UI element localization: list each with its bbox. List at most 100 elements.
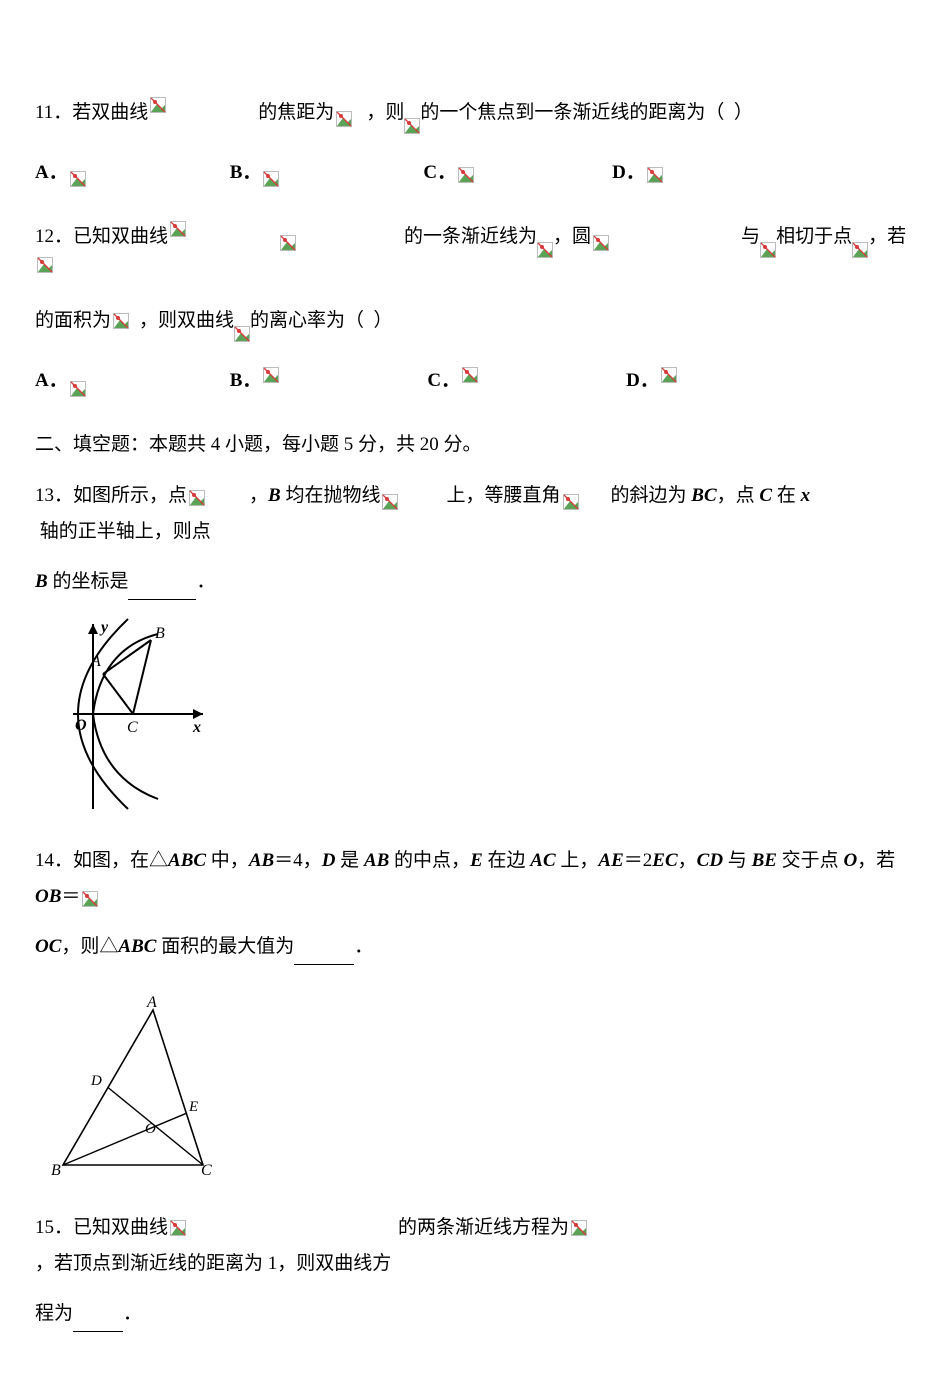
q15-asym-box — [569, 1218, 709, 1246]
q11-expr-box — [148, 95, 258, 131]
q14-line2a: ，则△ — [61, 929, 118, 965]
q11-options: A． B． C． D． — [35, 155, 915, 191]
q11-optB-label: B． — [230, 155, 262, 191]
q13-fig-y: y — [99, 619, 109, 636]
q13-x: x — [801, 478, 811, 514]
broken-image-icon — [571, 1220, 587, 1236]
q13-seg4: 的斜边为 — [611, 478, 692, 514]
q14-D: D — [322, 843, 336, 879]
q14-seg5: 在边 — [483, 843, 531, 879]
broken-image-icon — [37, 257, 53, 273]
broken-image-icon — [263, 367, 279, 383]
q14-AB: AB — [249, 843, 274, 879]
q15-seg2: ，若顶点到渐近线的距离为 1，则双曲线方 — [35, 1246, 391, 1282]
q13-seg1: ， — [249, 478, 268, 514]
q14-stem-line1: 14．如图，在△ ABC 中， AB ＝4， D 是 AB 的中点， E 在边 … — [35, 843, 915, 915]
q14-stem-line2: OC ，则△ ABC 面积的最大值为 ． — [35, 929, 915, 965]
q12-seg3: 与 — [741, 219, 760, 255]
q13-seg7: 轴的正半轴上，则点 — [35, 514, 211, 550]
broken-image-icon — [170, 1220, 186, 1236]
q14-ABC: ABC — [168, 843, 206, 879]
q13-seg6: 在 — [772, 478, 801, 514]
q11-stem-line: 11．若双曲线 的焦距为 ，则 的一个焦点到一条渐近线的距离为（ ） — [35, 95, 915, 131]
broken-image-icon — [661, 367, 677, 383]
section2-text: 二、填空题：本题共 4 小题，每小题 5 分，共 20 分。 — [35, 427, 482, 463]
q15-stem-line2: 程为 ． — [35, 1296, 915, 1332]
broken-image-icon — [189, 490, 205, 506]
q13-fig-O: O — [75, 717, 87, 734]
q11-pre: 11．若双曲线 — [35, 95, 148, 131]
q14-seg3: 是 — [335, 843, 364, 879]
q11-optA-label: A． — [35, 155, 68, 191]
q14-blank — [294, 964, 354, 965]
q14-sqrt-box — [80, 889, 106, 915]
broken-image-icon — [70, 171, 86, 187]
q13-seg3: 上，等腰直角 — [446, 478, 560, 514]
q14-period: ． — [354, 929, 373, 965]
q12-optC-box — [460, 365, 506, 399]
q12-seg2: ，圆 — [553, 219, 591, 255]
q12-line2c: 的离心率为（ ） — [250, 303, 393, 339]
broken-image-icon — [563, 494, 579, 510]
broken-image-icon — [760, 239, 776, 255]
q12-options: A． B． C． D． — [35, 363, 915, 399]
q13-fig-C: C — [127, 719, 138, 736]
q14-fig-B: B — [51, 1162, 61, 1179]
q14-seg6: 上， — [556, 843, 599, 879]
q11-mid1: 的焦距为 — [258, 95, 334, 131]
broken-image-icon — [382, 494, 398, 510]
broken-image-icon — [70, 381, 86, 397]
q12-cond-box — [278, 233, 404, 255]
q12-seg5: ，若 — [868, 219, 906, 255]
q12-line2b: ，则双曲线 — [139, 303, 234, 339]
q14-seg12: ＝ — [61, 879, 80, 915]
broken-image-icon — [593, 235, 609, 251]
q13-fig-A: A — [90, 653, 101, 670]
broken-image-icon — [113, 313, 129, 329]
q11-mid2: ，则 — [366, 95, 404, 131]
q12-optA-box — [68, 379, 90, 399]
q14-CD: CD — [697, 843, 723, 879]
broken-image-icon — [852, 239, 868, 255]
q11-optB-box — [261, 169, 283, 191]
q13-C: C — [759, 478, 772, 514]
q11-optA-box — [68, 169, 90, 191]
q12-optA-label: A． — [35, 363, 68, 399]
broken-image-icon — [647, 167, 663, 183]
q14-seg8: ， — [678, 843, 697, 879]
q13-stem-line2: B 的坐标是 ． — [35, 564, 915, 600]
q12-stem-line2: 的面积为 ，则双曲线 的离心率为（ ） — [35, 303, 915, 339]
q13-tri-box — [561, 492, 611, 514]
broken-image-icon — [82, 891, 98, 907]
q13-line2b: 的坐标是 — [48, 564, 129, 600]
q14-fig-D: D — [90, 1073, 102, 1089]
q14-line2b: 面积的最大值为 — [156, 929, 294, 965]
q12-tri-box — [35, 255, 57, 273]
q12-optD-label: D． — [626, 363, 659, 399]
q13-para-box — [380, 492, 446, 514]
q14-fig-C: C — [201, 1162, 212, 1179]
q12-seg4: 相切于点 — [776, 219, 852, 255]
q13-seg5: ，点 — [717, 478, 760, 514]
q13-blank — [128, 599, 196, 600]
broken-image-icon — [336, 111, 352, 127]
q13-B: B — [268, 478, 281, 514]
q11-optC-label: C． — [423, 155, 456, 191]
q11-optC-box — [456, 165, 482, 191]
q14-fig-O: O — [145, 1121, 156, 1137]
q14-seg7: ＝2 — [624, 843, 653, 879]
q12-line2a: 的面积为 — [35, 303, 111, 339]
q15-line2: 程为 — [35, 1296, 73, 1332]
broken-image-icon — [150, 97, 166, 113]
q11-optD-label: D． — [612, 155, 645, 191]
q15-blank — [73, 1331, 123, 1332]
q14-E: E — [470, 843, 483, 879]
q13-stem-line1: 13．如图所示，点 ， B 均在抛物线 上，等腰直角 的斜边为 BC ，点 C … — [35, 478, 915, 550]
q12-optB-box — [261, 365, 307, 399]
q14-fig-E: E — [188, 1099, 198, 1115]
q12-optC-label: C． — [427, 363, 460, 399]
q14-seg11: ，若 — [857, 843, 900, 879]
q14-seg4: 的中点， — [389, 843, 470, 879]
broken-image-icon — [263, 171, 279, 187]
q12-main-box — [168, 219, 278, 255]
